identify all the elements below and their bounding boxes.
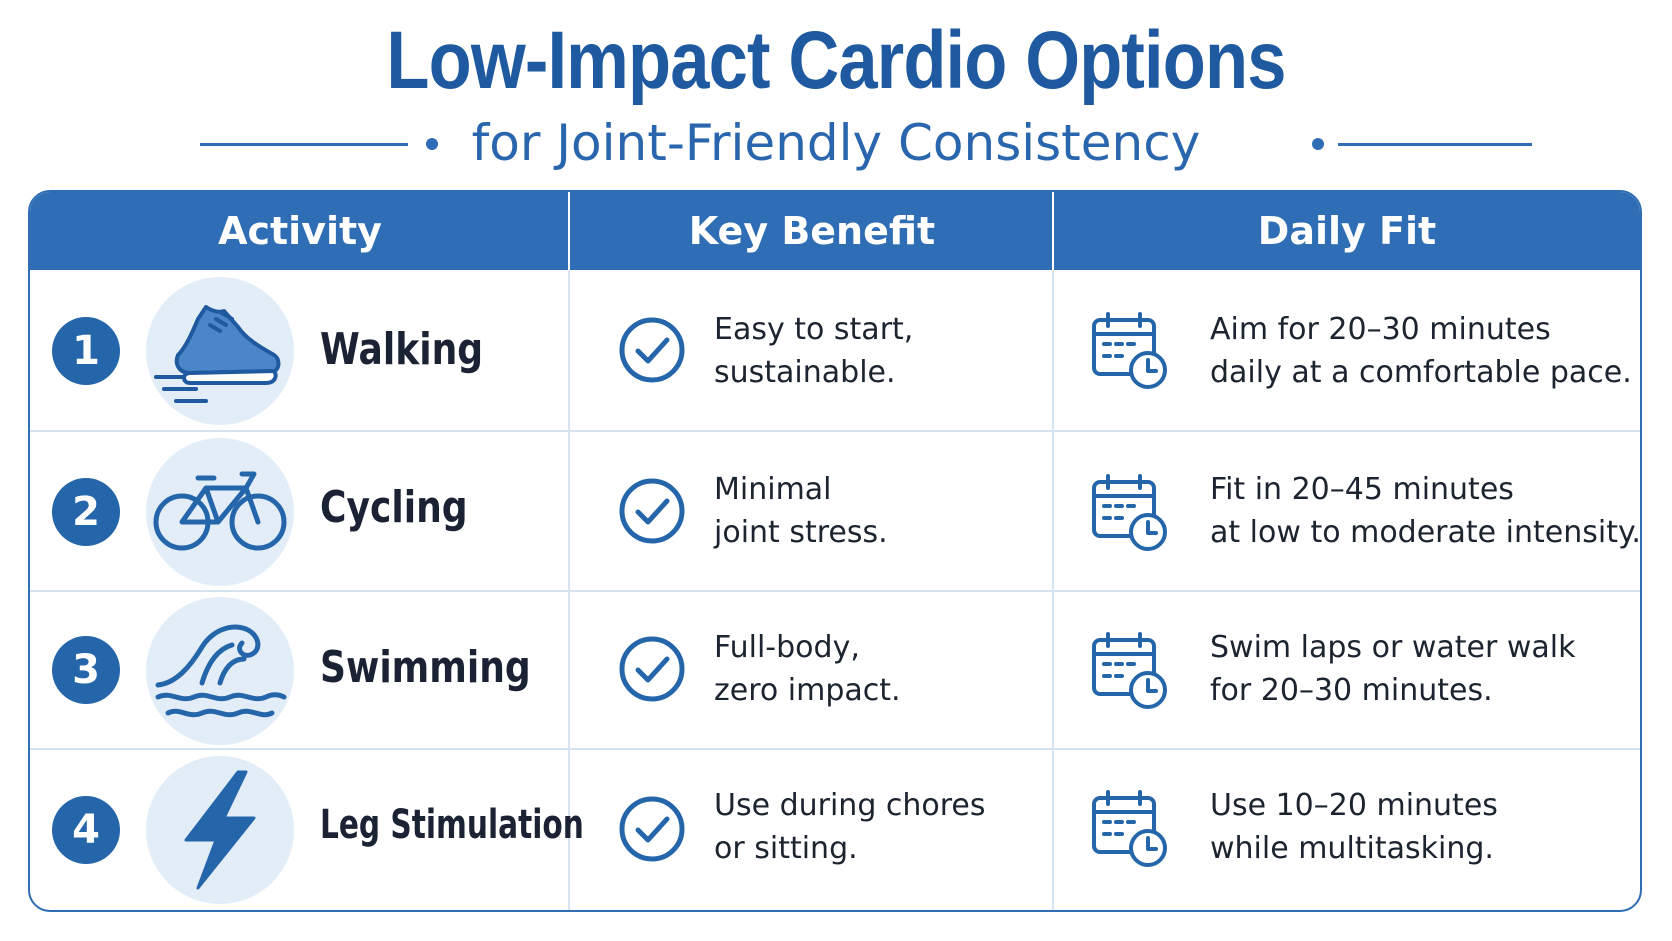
table-row: 4 Leg Stimulation Use during chores or s… <box>30 750 1640 910</box>
page-title: Low-Impact Cardio Options <box>386 15 1286 106</box>
benefit-line: Minimal <box>714 472 832 507</box>
fit-line: Fit in 20–45 minutes <box>1210 472 1514 507</box>
shoe-icon <box>146 277 294 425</box>
key-benefit-text: Minimal joint stress. <box>714 468 1044 554</box>
check-icon <box>619 317 685 383</box>
header-key-benefit: Key Benefit <box>688 209 936 253</box>
fit-line: Aim for 20–30 minutes <box>1210 312 1551 347</box>
benefit-line: Use during chores <box>714 788 986 823</box>
row-number-badge: 2 <box>52 478 120 546</box>
key-benefit-text: Full-body, zero impact. <box>714 626 1044 712</box>
row-number-badge: 4 <box>52 796 120 864</box>
row-number-badge: 3 <box>52 636 120 704</box>
activity-name: Cycling <box>320 482 468 533</box>
daily-fit-text: Aim for 20–30 minutes daily at a comfort… <box>1210 308 1632 394</box>
header-divider <box>568 192 570 270</box>
check-icon <box>619 796 685 862</box>
benefit-line: sustainable. <box>714 355 896 390</box>
daily-fit-text: Fit in 20–45 minutes at low to moderate … <box>1210 468 1641 554</box>
subtitle-right-dot <box>1312 138 1324 150</box>
check-icon <box>619 478 685 544</box>
calendar-clock-icon <box>1092 312 1167 389</box>
fit-line: daily at a comfortable pace. <box>1210 355 1632 390</box>
column-divider <box>1052 192 1054 910</box>
page-subtitle: for Joint-Friendly Consistency <box>471 114 1201 172</box>
subtitle-right-line <box>1338 143 1532 146</box>
benefit-line: Full-body, <box>714 630 860 665</box>
row-divider <box>30 590 1640 592</box>
key-benefit-text: Easy to start, sustainable. <box>714 308 1044 394</box>
benefit-line: or sitting. <box>714 831 858 866</box>
header-divider <box>1052 192 1054 270</box>
column-divider <box>568 192 570 910</box>
daily-fit-text: Use 10–20 minutes while multitasking. <box>1210 784 1630 870</box>
benefit-line: zero impact. <box>714 673 901 708</box>
calendar-clock-icon <box>1092 790 1167 867</box>
calendar-clock-icon <box>1092 474 1167 551</box>
check-icon <box>619 636 685 702</box>
activity-name: Leg Stimulation <box>320 802 584 848</box>
key-benefit-text: Use during chores or sitting. <box>714 784 1044 870</box>
fit-line: at low to moderate intensity. <box>1210 515 1641 550</box>
cardio-table: Activity Key Benefit Daily Fit 1 Walking <box>28 190 1642 912</box>
header-activity: Activity <box>218 209 382 253</box>
bicycle-icon <box>146 438 294 586</box>
fit-line: Use 10–20 minutes <box>1210 788 1498 823</box>
subtitle-row: for Joint-Friendly Consistency <box>0 112 1672 174</box>
header-daily-fit: Daily Fit <box>1257 209 1437 253</box>
calendar-clock-icon <box>1092 632 1167 709</box>
table-row: 1 Walking Easy to start, sustainable. <box>30 270 1640 432</box>
row-divider <box>30 748 1640 750</box>
row-divider <box>30 430 1640 432</box>
subtitle-left-dot <box>426 138 438 150</box>
table-row: 2 Cycling Minimal joint stress. <box>30 432 1640 592</box>
benefit-line: joint stress. <box>714 515 888 550</box>
activity-name: Swimming <box>320 642 531 693</box>
table-row: 3 Swimming Full-body, zero impact. <box>30 592 1640 750</box>
benefit-line: Easy to start, <box>714 312 914 347</box>
lightning-bolt-icon <box>146 756 294 904</box>
subtitle-left-line <box>200 143 408 146</box>
wave-icon <box>146 597 294 745</box>
fit-line: Swim laps or water walk <box>1210 630 1576 665</box>
row-number-badge: 1 <box>52 317 120 385</box>
table-header: Activity Key Benefit Daily Fit <box>30 192 1640 270</box>
fit-line: while multitasking. <box>1210 831 1494 866</box>
activity-name: Walking <box>320 324 484 375</box>
daily-fit-text: Swim laps or water walk for 20–30 minute… <box>1210 626 1630 712</box>
fit-line: for 20–30 minutes. <box>1210 673 1493 708</box>
